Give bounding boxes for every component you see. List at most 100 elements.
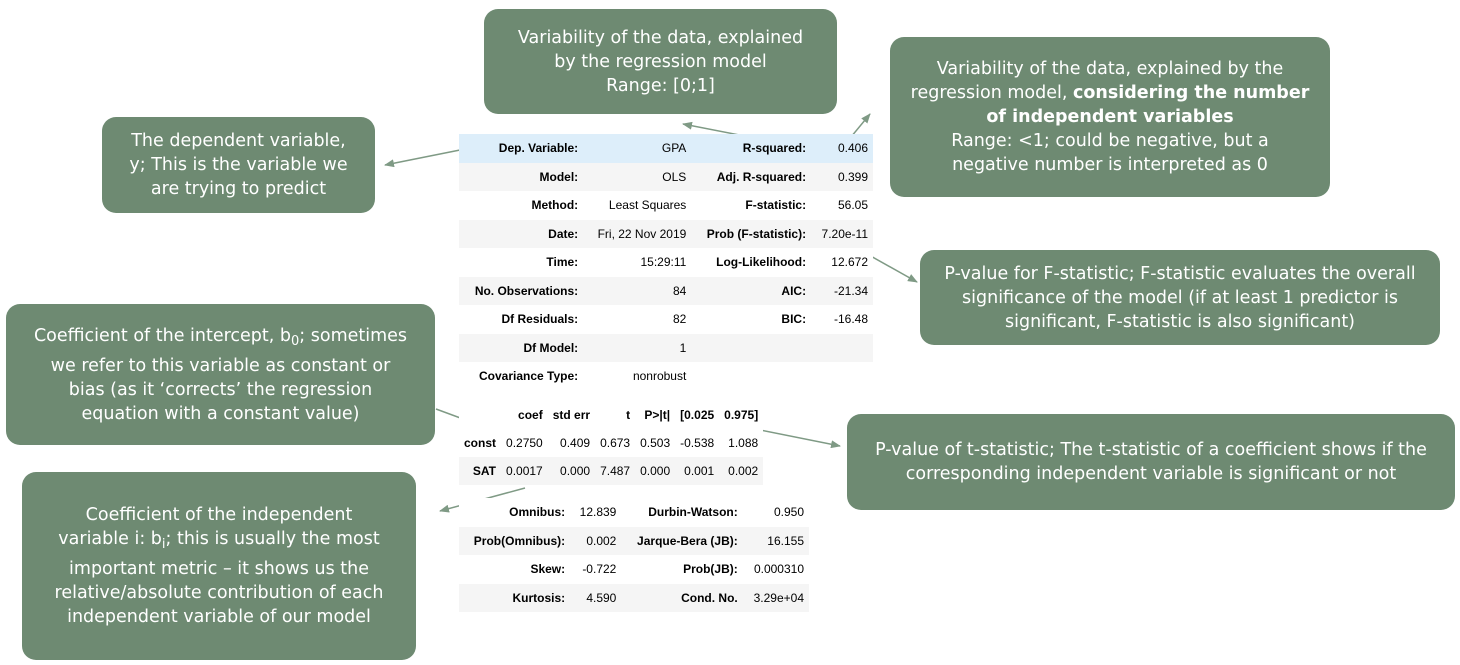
callout-f-pvalue: P-value for F-statistic; F-statistic eva… (920, 250, 1440, 345)
callout-intercept: Coefficient of the intercept, b0; someti… (6, 304, 435, 445)
diagnostics-value: 0.000310 (742, 555, 809, 584)
callout-text: Variability of the data, explained (517, 27, 804, 48)
summary-row: Df Model: 1 (459, 333, 873, 362)
callout-text: significant, F-statistic is also signifi… (1004, 311, 1356, 332)
coef-header: 0.975] (719, 401, 764, 429)
summary-row: Time: 15:29:11 Log-Likelihood: 12.672 (459, 248, 873, 277)
summary-key: Method: (459, 191, 584, 220)
summary-value: 15:29:11 (583, 248, 692, 277)
summary-value: -16.48 (811, 305, 873, 334)
coef-value: 0.002 (719, 457, 764, 485)
summary-row: Model: OLS Adj. R-squared: 0.399 (459, 162, 873, 191)
callout-text: Range: [0;1] (606, 75, 715, 96)
coef-header: [0.025 (675, 401, 720, 429)
callout-text: relative/absolute contribution of each (54, 583, 384, 603)
diagnostics-table: Omnibus: 12.839 Durbin-Watson: 0.950 Prob(Om… (459, 498, 809, 612)
summary-key: Prob (F-statistic): (691, 219, 812, 248)
summary-key: R-squared: (691, 134, 812, 163)
summary-key: AIC: (691, 276, 812, 305)
arrow-dep-variable (384, 147, 471, 168)
coef-value: 0.503 (635, 429, 676, 457)
coef-value: 0.000 (635, 457, 676, 485)
coefficient-table: coef std err t P>|t| [0.025 0.975] const 0.275… (459, 401, 764, 485)
diagnostics-row: Omnibus: 12.839 Durbin-Watson: 0.950 (459, 498, 809, 527)
summary-value: Least Squares (583, 191, 692, 220)
diagnostics-key: Durbin-Watson: (621, 498, 743, 527)
summary-value: 82 (583, 305, 692, 334)
diagnostics-value: -0.722 (570, 555, 622, 584)
callout-text: variable i: b (58, 529, 162, 549)
callout-text: significance of the model (if at least 1… (962, 287, 1398, 308)
callout-text: Range: <1; could be negative, but a (951, 131, 1269, 151)
summary-key: F-statistic: (691, 191, 812, 220)
diagnostics-key: Cond. No. (621, 583, 743, 612)
callout-text: we refer to this variable as constant or (50, 355, 391, 376)
summary-value: 56.05 (811, 191, 873, 220)
diagnostics-row: Prob(Omnibus): 0.002 Jarque-Bera (JB): 16.1… (459, 526, 809, 555)
callout-text: Coefficient of the intercept, b (33, 325, 292, 346)
callout-text: equation with a constant value) (81, 403, 360, 424)
diagnostics-value: 16.155 (742, 526, 809, 555)
coef-value: 0.001 (675, 457, 720, 485)
callout-emphasis: considering the number (1073, 83, 1310, 103)
summary-row: No. Observations: 84 AIC: -21.34 (459, 276, 873, 305)
summary-key: Model: (459, 162, 584, 191)
coef-value: -0.538 (675, 429, 720, 457)
callout-text: regression model, (910, 83, 1073, 103)
summary-key: BIC: (691, 305, 812, 334)
callout-emphasis: of independent variables (986, 107, 1234, 127)
coef-header: t (595, 401, 636, 429)
summary-key (691, 362, 812, 391)
callout-dep-variable: The dependent variable, y; This is the v… (102, 117, 375, 213)
summary-value: nonrobust (583, 362, 692, 391)
callout-t-pvalue: P-value of t-statistic; The t-statistic … (847, 414, 1455, 510)
summary-value: OLS (583, 162, 692, 191)
coef-value: 0.673 (595, 429, 636, 457)
callout-r-squared: Variability of the data, explained by th… (484, 9, 837, 114)
diagnostics-key: Jarque-Bera (JB): (621, 526, 743, 555)
coef-header: std err (547, 401, 596, 429)
summary-value: Fri, 22 Nov 2019 (583, 219, 692, 248)
summary-value: 84 (583, 276, 692, 305)
coef-header: coef (501, 401, 548, 429)
callout-text: Coefficient of the independent (85, 505, 353, 525)
summary-key: Dep. Variable: (459, 134, 584, 163)
diagnostics-key: Kurtosis: (459, 583, 571, 612)
summary-key: No. Observations: (459, 276, 584, 305)
callout-text: Variability of the data, explained by th… (936, 59, 1284, 79)
coef-value: 0.2750 (501, 429, 548, 457)
callout-text: P-value for F-statistic; F-statistic eva… (944, 263, 1416, 284)
summary-key: Date: (459, 219, 584, 248)
summary-row: Method: Least Squares F-statistic: 56.05 (459, 191, 873, 220)
diagnostics-value: 12.839 (570, 498, 622, 527)
coef-value: 0.409 (547, 429, 596, 457)
summary-value: -21.34 (811, 276, 873, 305)
summary-row: Covariance Type: nonrobust (459, 362, 873, 391)
diagnostics-value: 4.590 (570, 583, 622, 612)
summary-key: Log-Likelihood: (691, 248, 812, 277)
summary-row: Df Residuals: 82 BIC: -16.48 (459, 305, 873, 334)
diagnostics-value: 3.29e+04 (742, 583, 809, 612)
callout-text: ; this is usually the most (165, 529, 380, 549)
summary-value (811, 362, 873, 391)
callout-text: P-value of t-statistic; The t-statistic … (875, 440, 1427, 460)
summary-value: 7.20e-11 (811, 219, 873, 248)
summary-value (811, 333, 873, 362)
summary-row: Dep. Variable: GPA R-squared: 0.406 (459, 134, 873, 163)
coef-header: P>|t| (635, 401, 676, 429)
coef-row-label: SAT (459, 457, 502, 485)
summary-value: 0.406 (811, 134, 873, 163)
summary-key: Time: (459, 248, 584, 277)
diagnostics-key: Prob(Omnibus): (459, 526, 571, 555)
coef-row: SAT 0.0017 0.000 7.487 0.000 0.001 0.002 (459, 457, 764, 485)
diagnostics-value: 0.002 (570, 526, 622, 555)
coef-row-label: const (459, 429, 502, 457)
summary-row: Date: Fri, 22 Nov 2019 Prob (F-statistic):… (459, 219, 873, 248)
callout-text: y; This is the variable we (129, 155, 348, 175)
coef-header (459, 401, 502, 429)
callout-text: are trying to predict (150, 179, 327, 199)
callout-text: by the regression model (554, 51, 767, 72)
regression-summary-table: Dep. Variable: GPA R-squared: 0.406 Model: OL… (459, 134, 873, 391)
diagnostics-key: Omnibus: (459, 498, 571, 527)
summary-key: Adj. R-squared: (691, 162, 812, 191)
